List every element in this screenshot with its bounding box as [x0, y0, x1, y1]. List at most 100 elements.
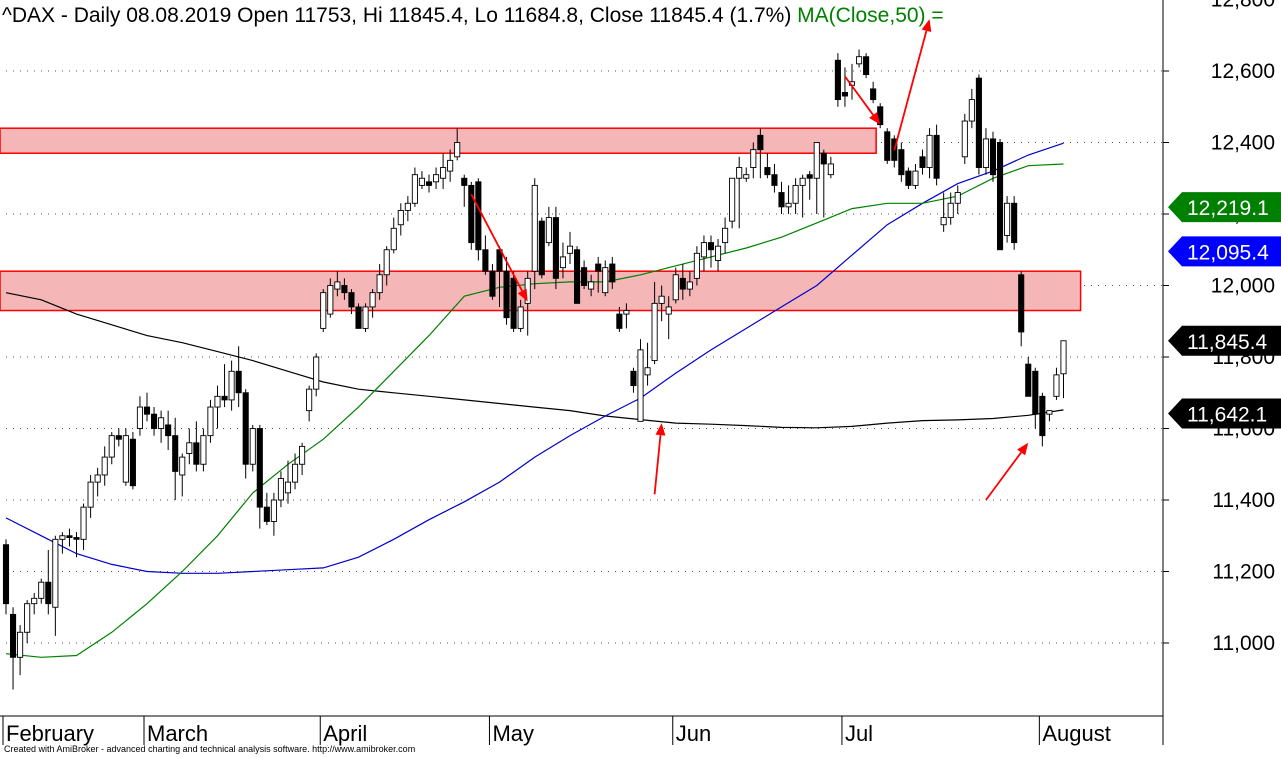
- candle[interactable]: [679, 264, 686, 300]
- candle[interactable]: [1060, 340, 1067, 399]
- candle[interactable]: [792, 178, 799, 214]
- candle[interactable]: [292, 453, 299, 490]
- candle[interactable]: [707, 235, 715, 268]
- candle[interactable]: [715, 239, 722, 272]
- candle[interactable]: [940, 192, 947, 232]
- candle[interactable]: [165, 410, 172, 450]
- candle[interactable]: [404, 196, 411, 222]
- candle[interactable]: [933, 124, 940, 186]
- candle[interactable]: [602, 260, 609, 297]
- candle[interactable]: [1011, 196, 1018, 250]
- candle[interactable]: [588, 274, 595, 297]
- candle[interactable]: [750, 142, 757, 179]
- candle[interactable]: [158, 410, 165, 443]
- candle[interactable]: [954, 185, 961, 214]
- candle[interactable]: [433, 167, 440, 189]
- candle[interactable]: [722, 217, 729, 254]
- candle[interactable]: [150, 407, 158, 436]
- candle[interactable]: [665, 296, 672, 340]
- candle[interactable]: [757, 128, 764, 179]
- candle[interactable]: [510, 271, 517, 332]
- candle[interactable]: [813, 142, 820, 215]
- candle[interactable]: [644, 342, 651, 386]
- candle[interactable]: [320, 289, 327, 332]
- candle[interactable]: [475, 178, 482, 261]
- candle[interactable]: [45, 550, 52, 615]
- candle[interactable]: [17, 625, 24, 676]
- candle[interactable]: [820, 149, 827, 218]
- candle[interactable]: [531, 178, 538, 290]
- candle[interactable]: [743, 167, 750, 182]
- candle[interactable]: [905, 167, 912, 189]
- candle[interactable]: [207, 399, 214, 443]
- candle[interactable]: [284, 460, 292, 504]
- candle[interactable]: [1053, 367, 1060, 400]
- candle[interactable]: [263, 492, 270, 526]
- candle[interactable]: [961, 113, 968, 164]
- candle[interactable]: [313, 353, 320, 397]
- candle[interactable]: [912, 163, 919, 189]
- candle[interactable]: [24, 600, 31, 643]
- candle[interactable]: [997, 138, 1004, 251]
- candle[interactable]: [468, 181, 475, 250]
- candle[interactable]: [1004, 196, 1011, 243]
- candle[interactable]: [129, 432, 136, 490]
- candle[interactable]: [383, 246, 390, 286]
- candle[interactable]: [362, 303, 369, 332]
- candle[interactable]: [856, 49, 863, 68]
- candle[interactable]: [693, 246, 700, 286]
- candle[interactable]: [524, 271, 531, 336]
- candle[interactable]: [73, 532, 80, 558]
- candle[interactable]: [270, 492, 277, 536]
- candle[interactable]: [80, 503, 87, 551]
- candle[interactable]: [989, 131, 997, 182]
- candle[interactable]: [397, 203, 404, 236]
- candle[interactable]: [503, 256, 510, 325]
- candle[interactable]: [919, 149, 926, 175]
- candle[interactable]: [686, 271, 693, 297]
- candle[interactable]: [616, 306, 623, 332]
- candle[interactable]: [841, 67, 848, 107]
- candle[interactable]: [574, 246, 581, 304]
- candle[interactable]: [672, 267, 679, 304]
- candle[interactable]: [143, 392, 151, 422]
- candle[interactable]: [975, 74, 982, 175]
- candle[interactable]: [334, 271, 341, 297]
- candle[interactable]: [418, 171, 426, 189]
- candle[interactable]: [545, 206, 552, 247]
- candle[interactable]: [581, 260, 588, 290]
- candle[interactable]: [461, 174, 468, 207]
- candle[interactable]: [235, 346, 242, 408]
- candle[interactable]: [186, 428, 193, 465]
- candle[interactable]: [517, 299, 524, 332]
- candle[interactable]: [658, 285, 665, 322]
- candle[interactable]: [66, 528, 73, 547]
- candle[interactable]: [785, 185, 792, 214]
- candle[interactable]: [256, 424, 263, 529]
- candle[interactable]: [228, 360, 235, 411]
- candle[interactable]: [2, 539, 10, 615]
- candle[interactable]: [193, 421, 200, 472]
- candle[interactable]: [771, 163, 778, 193]
- candle[interactable]: [122, 428, 129, 486]
- candle[interactable]: [31, 592, 38, 615]
- candle[interactable]: [806, 171, 813, 200]
- candle[interactable]: [637, 339, 644, 422]
- candle[interactable]: [94, 467, 101, 497]
- candle[interactable]: [172, 417, 179, 500]
- candle[interactable]: [306, 385, 313, 422]
- candle[interactable]: [489, 264, 496, 300]
- candle[interactable]: [249, 424, 256, 472]
- candle[interactable]: [623, 303, 630, 329]
- candle[interactable]: [299, 442, 306, 475]
- candle[interactable]: [863, 53, 870, 79]
- candle[interactable]: [1018, 271, 1025, 347]
- candle[interactable]: [1046, 410, 1053, 422]
- candle[interactable]: [630, 367, 637, 393]
- candle[interactable]: [799, 174, 806, 218]
- candle[interactable]: [595, 256, 602, 293]
- candle[interactable]: [700, 235, 707, 272]
- candle[interactable]: [651, 281, 658, 365]
- candle[interactable]: [52, 535, 59, 636]
